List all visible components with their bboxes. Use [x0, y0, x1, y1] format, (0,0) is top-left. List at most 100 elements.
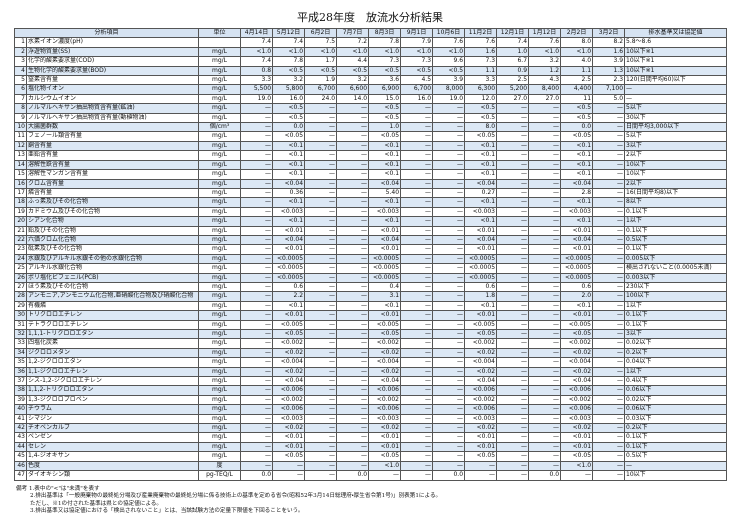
measured-value: 5,800: [272, 84, 306, 95]
measured-value: <0.5: [432, 65, 466, 77]
measured-value: <0.01: [272, 310, 306, 321]
measured-value: —: [528, 460, 562, 472]
measured-value: —: [304, 404, 338, 415]
measured-value: <0.1: [464, 150, 498, 161]
standard: 0.5以下: [624, 234, 728, 246]
measured-value: 27.0: [528, 93, 562, 105]
measured-value: 19.0: [240, 93, 274, 105]
table-row: 24 水銀及びアルキル水銀その他の水銀化合物 mg/L — <0.0005— — <0.00…: [14, 253, 728, 265]
measured-value: 1.1: [560, 65, 594, 77]
measured-value: <0.01: [464, 310, 498, 321]
measured-value: —: [592, 272, 626, 283]
table-row: 1 水素イオン濃度(pH) 7.4 7.4 7.5 7.2 7.8 7.9 7.6 7.6 7.4 7…: [14, 37, 728, 48]
measured-value: —: [400, 206, 434, 218]
measured-value: —: [432, 281, 466, 293]
measured-value: <0.01: [272, 244, 306, 255]
measured-value: <1.0: [560, 460, 594, 472]
measured-value: —: [432, 234, 466, 246]
standard: 0.1以下: [624, 319, 728, 331]
measured-value: —: [304, 263, 338, 274]
table-row: 38 1,1,2-トリクロロエタン mg/L — <0.006— — <0.006— — <0.…: [14, 385, 728, 396]
measured-value: —: [240, 432, 274, 443]
measured-value: <0.0005: [560, 253, 594, 265]
table-row: 47 ダイオキシン類 pg-TEQ/L 0.0— —0.0— —0.0— —0.0— —10以…: [14, 470, 728, 481]
unit: mg/L: [198, 357, 242, 368]
item-name: 1,3-ジクロロプロペン: [25, 394, 200, 406]
measured-value: 7.2: [336, 37, 370, 48]
measured-value: 7.3: [400, 56, 434, 67]
measured-value: 16.0: [272, 93, 306, 105]
measured-value: —: [336, 150, 370, 161]
measured-value: 0.0: [528, 470, 562, 481]
row-number: 8: [14, 103, 27, 114]
measured-value: —: [304, 394, 338, 406]
measured-value: —: [400, 441, 434, 453]
measured-value: 0.27: [464, 187, 498, 199]
measured-value: —: [496, 357, 530, 368]
row-number: 17: [14, 187, 27, 199]
measured-value: —: [336, 187, 370, 199]
measured-value: —: [304, 234, 338, 246]
measured-value: —: [496, 281, 530, 293]
row-number: 46: [14, 460, 27, 472]
measured-value: 0.8: [240, 65, 274, 77]
standard: 16(日間平均8)以下: [624, 187, 728, 199]
item-name: 1,1,2-トリクロロエタン: [25, 385, 200, 396]
measured-value: —: [528, 281, 562, 293]
table-row: 17 燐含有量 mg/L —0.36— —5.40— —0.27— —2.8—16(日間平均…: [14, 187, 728, 199]
table-row: 12 銅含有量 mg/L — <0.1— — <0.1— — <0.1— — <0.1—3以下: [14, 140, 728, 152]
measured-value: —: [304, 366, 338, 378]
measured-value: —: [592, 187, 626, 199]
unit: mg/L: [198, 328, 242, 340]
measured-value: —: [592, 470, 626, 481]
measured-value: <0.01: [272, 441, 306, 453]
unit: mg/L: [198, 46, 242, 58]
measured-value: —: [400, 112, 434, 124]
measured-value: 2.0: [560, 291, 594, 302]
measured-value: —: [240, 159, 274, 171]
measured-value: <0.0005: [560, 272, 594, 283]
measured-value: —: [304, 357, 338, 368]
measured-value: —: [528, 197, 562, 208]
measured-value: <0.5: [272, 103, 306, 114]
row-number: 16: [14, 178, 27, 189]
measured-value: —: [464, 460, 498, 472]
measured-value: —: [592, 178, 626, 189]
measured-value: —: [592, 347, 626, 359]
measured-value: <1.0: [368, 460, 402, 472]
measured-value: —: [336, 131, 370, 142]
measured-value: —: [336, 460, 370, 472]
item-name: アルキル水銀化合物: [25, 263, 200, 274]
measured-value: <0.01: [560, 244, 594, 255]
measured-value: 9.6: [432, 56, 466, 67]
measured-value: <0.005: [560, 319, 594, 331]
row-number: 34: [14, 347, 27, 359]
measured-value: —: [592, 150, 626, 161]
table-row: 35 1,2-ジクロロエタン mg/L — <0.004— — <0.004— — <0.004…: [14, 357, 728, 368]
measured-value: —: [432, 197, 466, 208]
measured-value: —: [432, 244, 466, 255]
measured-value: —: [496, 310, 530, 321]
measured-value: <0.04: [272, 234, 306, 246]
measured-value: 1.6: [592, 46, 626, 58]
measured-value: <0.0005: [464, 263, 498, 274]
measured-value: —: [240, 103, 274, 114]
measured-value: —: [240, 122, 274, 133]
measured-value: —: [240, 140, 274, 152]
measured-value: —: [240, 187, 274, 199]
row-number: 24: [14, 253, 27, 265]
measured-value: —: [592, 460, 626, 472]
measured-value: <0.02: [272, 347, 306, 359]
measured-value: <0.005: [464, 319, 498, 331]
unit: mg/L: [198, 56, 242, 67]
measured-value: —: [432, 423, 466, 434]
measured-value: 4.4: [336, 56, 370, 67]
table-row: 39 1,3-ジクロロプロペン mg/L — <0.002— — <0.002— — <0.00…: [14, 394, 728, 406]
item-name: アンモニア,アンモニウム化合物,亜硝酸化合物及び硝酸化合物: [25, 291, 200, 302]
measured-value: —: [240, 131, 274, 142]
measured-value: 14.0: [336, 93, 370, 105]
measured-value: —: [528, 169, 562, 180]
unit: mg/L: [198, 291, 242, 302]
measured-value: —: [496, 253, 530, 265]
measured-value: —: [336, 432, 370, 443]
